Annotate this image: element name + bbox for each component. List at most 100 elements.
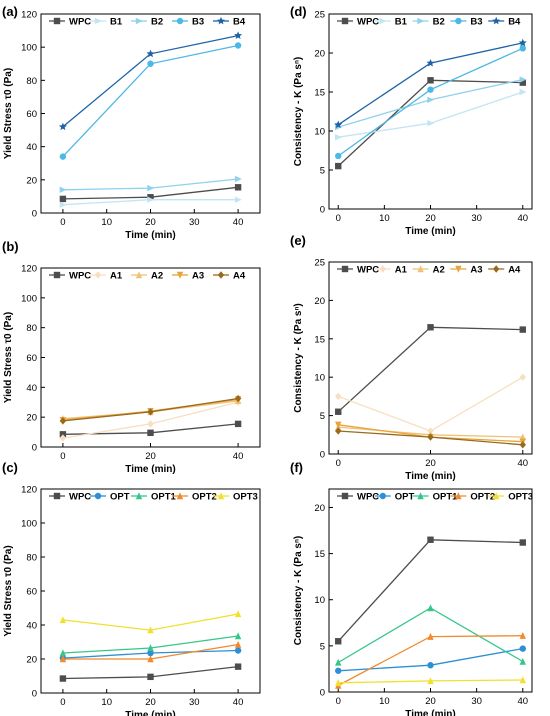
x-tick-label: 20 xyxy=(425,213,436,224)
y-tick-label: 80 xyxy=(26,323,37,334)
legend-label: A3 xyxy=(470,265,482,276)
legend-item: WPC xyxy=(337,492,379,503)
data-point xyxy=(146,49,155,58)
x-tick-label: 40 xyxy=(233,697,244,708)
x-tick-label: 0 xyxy=(336,696,341,707)
data-point xyxy=(147,408,154,416)
y-tick-label: 15 xyxy=(314,549,325,560)
series-wpc xyxy=(59,184,242,203)
y-tick-label: 20 xyxy=(26,655,37,666)
series-b4 xyxy=(58,31,243,131)
legend-marker xyxy=(379,265,386,273)
y-tick-label: 40 xyxy=(26,383,37,394)
data-point xyxy=(147,196,155,203)
legend-item: WPC xyxy=(337,17,379,28)
legend-marker xyxy=(94,492,102,500)
series-wpc xyxy=(335,324,526,415)
legend-marker xyxy=(455,265,462,273)
series-wpc xyxy=(335,536,526,645)
data-point xyxy=(334,120,343,129)
series-line xyxy=(337,326,523,413)
legend-marker xyxy=(176,17,184,25)
legend-label: OPT xyxy=(395,492,415,503)
y-tick-label: 0 xyxy=(32,209,37,220)
legend-item: OPT xyxy=(374,492,415,503)
legend-marker xyxy=(379,492,386,500)
series-opt1 xyxy=(59,632,242,657)
series-line xyxy=(337,539,523,642)
x-tick-label: 40 xyxy=(233,217,244,228)
x-tick-label: 0 xyxy=(336,213,341,224)
panel-label: (e) xyxy=(290,233,306,248)
panel-label: (d) xyxy=(290,4,307,19)
x-axis-label: Time (min) xyxy=(405,471,455,482)
data-point xyxy=(234,420,242,428)
data-point xyxy=(59,616,67,624)
y-tick-label: 60 xyxy=(26,353,37,364)
legend: WPC A1 A2 A3 A4 xyxy=(49,271,246,282)
series-a1 xyxy=(335,373,526,435)
legend-marker xyxy=(94,17,102,25)
legend-marker xyxy=(94,271,102,279)
legend-item: B3 xyxy=(172,17,204,28)
y-tick-label: 40 xyxy=(26,142,37,153)
data-point xyxy=(147,626,154,634)
y-tick-label: 20 xyxy=(314,503,325,514)
legend-item: WPC xyxy=(49,17,91,28)
legend-item: A3 xyxy=(172,271,204,282)
data-point xyxy=(519,45,526,52)
data-point xyxy=(427,677,434,685)
y-tick-label: 20 xyxy=(314,296,325,307)
legend-item: B1 xyxy=(90,17,123,28)
data-point xyxy=(335,667,342,674)
x-tick-label: 40 xyxy=(517,458,528,469)
data-point xyxy=(519,539,526,546)
y-tick-label: 25 xyxy=(314,10,325,21)
data-point xyxy=(335,408,342,415)
data-point xyxy=(147,655,154,663)
legend-item: WPC xyxy=(337,265,379,276)
legend-item: B4 xyxy=(213,17,246,28)
y-tick-label: 20 xyxy=(314,49,325,60)
data-point xyxy=(519,76,527,83)
legend-marker xyxy=(417,492,424,500)
legend-marker xyxy=(492,16,501,25)
x-tick-label: 0 xyxy=(60,697,65,708)
x-tick-label: 20 xyxy=(425,696,436,707)
legend-label: A4 xyxy=(233,271,246,282)
data-point xyxy=(519,632,526,639)
series-opt3 xyxy=(335,676,526,686)
legend-label: WPC xyxy=(69,492,91,503)
x-tick-label: 40 xyxy=(233,451,244,462)
legend-marker xyxy=(417,265,424,273)
legend-label: B3 xyxy=(470,17,482,28)
legend-label: WPC xyxy=(357,265,379,276)
legend-item: OPT3 xyxy=(488,492,533,503)
y-tick-label: 10 xyxy=(314,127,325,138)
data-point xyxy=(59,655,67,663)
legend-marker xyxy=(341,265,349,273)
legend-marker xyxy=(455,492,462,500)
chart-panel: 0 20 40 60 80 100 120 0 10 20 30 40 Time (min) Yield … xyxy=(2,460,261,716)
data-point xyxy=(335,162,342,170)
series-a4 xyxy=(59,394,242,425)
legend-label: B1 xyxy=(395,17,408,28)
chart-panel: 0 5 10 15 20 25 0 20 40 Time (min) Consistency - K… xyxy=(290,233,533,482)
x-tick-label: 20 xyxy=(425,458,436,469)
x-tick-label: 0 xyxy=(60,451,65,462)
x-axis-label: Time (min) xyxy=(125,710,175,716)
x-tick-label: 20 xyxy=(145,217,156,228)
data-point xyxy=(519,645,526,652)
legend-item: OPT3 xyxy=(213,492,258,503)
x-tick-label: 20 xyxy=(145,697,156,708)
data-point xyxy=(234,196,242,203)
data-point xyxy=(59,417,67,425)
data-point xyxy=(234,647,242,654)
chart-panel: 0 5 10 15 20 25 0 10 20 30 40 Time (min) Consistency… xyxy=(290,4,533,237)
legend-marker xyxy=(176,271,184,279)
legend-item: OPT1 xyxy=(131,492,177,503)
data-point xyxy=(335,134,342,141)
y-tick-label: 10 xyxy=(314,373,325,384)
legend-item: A1 xyxy=(90,271,123,282)
plot-frame xyxy=(328,261,533,455)
